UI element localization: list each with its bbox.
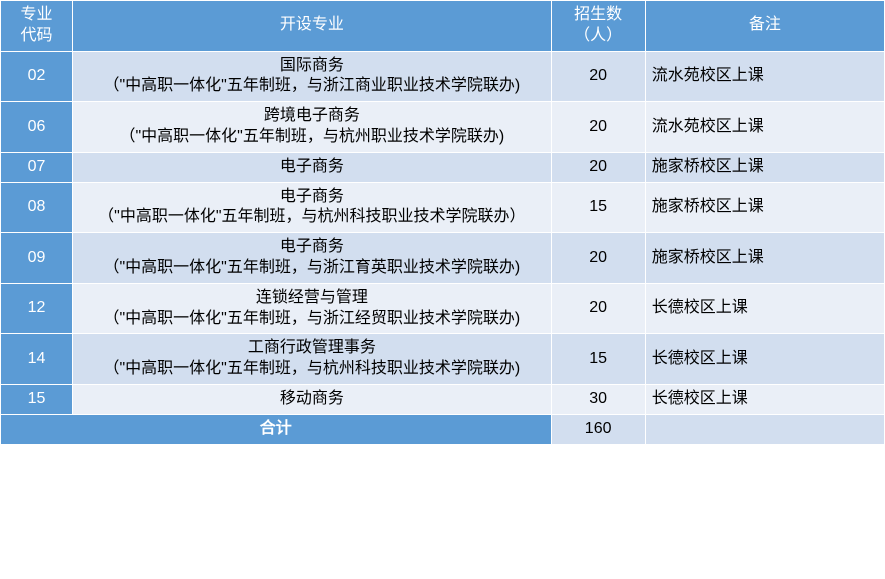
col-header-note: 备注 <box>645 1 884 52</box>
table-header: 专业 代码 开设专业 招生数 （人） 备注 <box>1 1 885 52</box>
cell-note: 施家桥校区上课 <box>645 152 884 182</box>
cell-code: 09 <box>1 233 73 284</box>
cell-major: 电子商务 （"中高职一体化"五年制班，与浙江育英职业技术学院联办) <box>73 233 552 284</box>
cell-enroll: 15 <box>551 334 645 385</box>
table-footer: 合计 160 <box>1 414 885 444</box>
cell-major: 电子商务 （"中高职一体化"五年制班，与杭州科技职业技术学院联办） <box>73 182 552 233</box>
cell-major: 跨境电子商务 （"中高职一体化"五年制班，与杭州职业技术学院联办) <box>73 102 552 153</box>
footer-total: 160 <box>551 414 645 444</box>
cell-enroll: 20 <box>551 233 645 284</box>
cell-code: 07 <box>1 152 73 182</box>
cell-code: 02 <box>1 51 73 102</box>
cell-code: 06 <box>1 102 73 153</box>
cell-code: 15 <box>1 384 73 414</box>
cell-enroll: 20 <box>551 102 645 153</box>
majors-table: 专业 代码 开设专业 招生数 （人） 备注 02 国际商务 （"中高职一体化"五… <box>0 0 885 445</box>
footer-note <box>645 414 884 444</box>
cell-enroll: 20 <box>551 152 645 182</box>
table-row: 02 国际商务 （"中高职一体化"五年制班，与浙江商业职业技术学院联办) 20 … <box>1 51 885 102</box>
cell-major: 连锁经营与管理 （"中高职一体化"五年制班，与浙江经贸职业技术学院联办) <box>73 283 552 334</box>
cell-note: 流水苑校区上课 <box>645 51 884 102</box>
table-row: 07 电子商务 20 施家桥校区上课 <box>1 152 885 182</box>
col-header-enroll: 招生数 （人） <box>551 1 645 52</box>
cell-note: 流水苑校区上课 <box>645 102 884 153</box>
cell-code: 12 <box>1 283 73 334</box>
cell-enroll: 20 <box>551 51 645 102</box>
col-header-major: 开设专业 <box>73 1 552 52</box>
cell-note: 长德校区上课 <box>645 283 884 334</box>
table-row: 12 连锁经营与管理 （"中高职一体化"五年制班，与浙江经贸职业技术学院联办) … <box>1 283 885 334</box>
table-row: 08 电子商务 （"中高职一体化"五年制班，与杭州科技职业技术学院联办） 15 … <box>1 182 885 233</box>
table-row: 14 工商行政管理事务 （"中高职一体化"五年制班，与杭州科技职业技术学院联办)… <box>1 334 885 385</box>
cell-note: 施家桥校区上课 <box>645 233 884 284</box>
cell-note: 长德校区上课 <box>645 384 884 414</box>
cell-major: 移动商务 <box>73 384 552 414</box>
col-header-code: 专业 代码 <box>1 1 73 52</box>
table-row: 09 电子商务 （"中高职一体化"五年制班，与浙江育英职业技术学院联办) 20 … <box>1 233 885 284</box>
footer-label: 合计 <box>1 414 552 444</box>
cell-enroll: 30 <box>551 384 645 414</box>
cell-major: 国际商务 （"中高职一体化"五年制班，与浙江商业职业技术学院联办) <box>73 51 552 102</box>
cell-enroll: 20 <box>551 283 645 334</box>
cell-note: 施家桥校区上课 <box>645 182 884 233</box>
table-row: 06 跨境电子商务 （"中高职一体化"五年制班，与杭州职业技术学院联办) 20 … <box>1 102 885 153</box>
cell-major: 工商行政管理事务 （"中高职一体化"五年制班，与杭州科技职业技术学院联办) <box>73 334 552 385</box>
table-body: 02 国际商务 （"中高职一体化"五年制班，与浙江商业职业技术学院联办) 20 … <box>1 51 885 414</box>
cell-enroll: 15 <box>551 182 645 233</box>
cell-major: 电子商务 <box>73 152 552 182</box>
cell-note: 长德校区上课 <box>645 334 884 385</box>
cell-code: 14 <box>1 334 73 385</box>
table-row: 15 移动商务 30 长德校区上课 <box>1 384 885 414</box>
cell-code: 08 <box>1 182 73 233</box>
